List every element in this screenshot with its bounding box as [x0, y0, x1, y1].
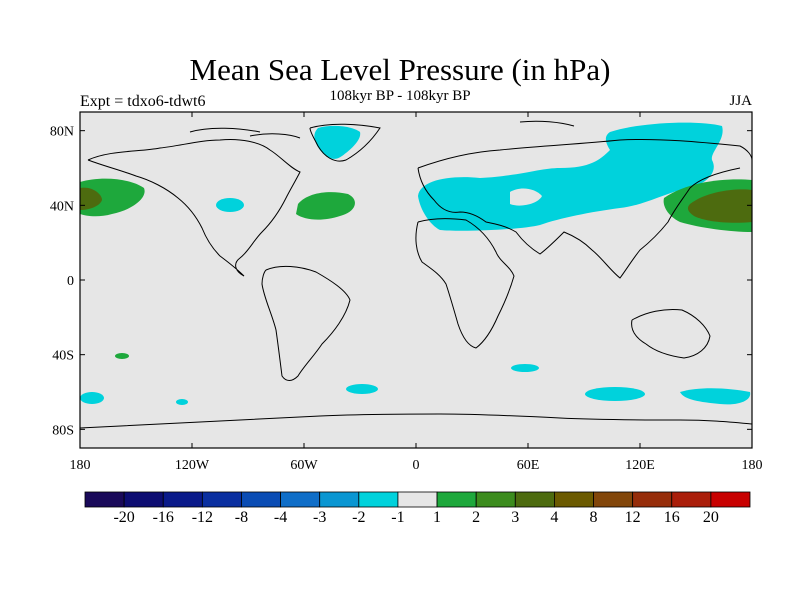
colorbar-label: 20: [703, 509, 719, 526]
lon-tick-label: 0: [413, 458, 420, 473]
green-west-pacific-region: [80, 178, 145, 217]
cyan-north-america-blob: [216, 198, 244, 212]
cyan-south-atlantic-blob: [346, 384, 378, 394]
coast-australia: [631, 309, 711, 359]
cyan-south-indian-blob-1: [511, 364, 539, 372]
colorbar-swatch: [514, 491, 555, 508]
colorbar-swatch: [123, 491, 164, 508]
colorbar-label: -16: [153, 509, 174, 526]
colorbar-swatch: [358, 491, 399, 508]
lat-tick-label: 40N: [50, 199, 74, 214]
colorbar-swatch: [241, 491, 281, 508]
colorbar-swatch: [632, 491, 673, 508]
lon-tick-label: 60E: [517, 458, 540, 473]
colorbar-label: 1: [433, 509, 441, 526]
season-label: JJA: [729, 93, 752, 109]
experiment-label: Expt = tdxo6-tdwt6: [80, 93, 206, 110]
longitude-axis: 180 120W 60W 0 60E 120E 180: [70, 112, 763, 473]
colorbar-swatch: [554, 491, 594, 508]
colorbar-label: 12: [625, 509, 641, 526]
chart-subtitle: 108kyr BP - 108kyr BP: [329, 88, 471, 104]
green-atlantic-region: [296, 192, 355, 220]
colorbar-swatch: [84, 491, 125, 508]
lat-tick-label: 40S: [52, 349, 74, 364]
cyan-eurasia-hole: [510, 188, 542, 206]
colorbar-label: 8: [590, 509, 598, 526]
darkgreen-east-core: [687, 189, 752, 223]
coast-arctic-islands: [189, 120, 575, 139]
colorbar-swatch: [319, 491, 360, 508]
green-south-pacific-blob: [115, 353, 129, 359]
lon-tick-label: 120W: [175, 458, 210, 473]
darkgreen-west-core: [80, 187, 102, 210]
cyan-south-pacific-blob: [80, 392, 104, 404]
lat-tick-label: 80N: [50, 125, 74, 140]
cyan-eurasia-region: [418, 122, 723, 231]
latitude-axis: 80N 40N 0 40S 80S: [50, 125, 752, 438]
colorbar-label: -4: [274, 509, 287, 526]
colorbar-label: 2: [472, 509, 480, 526]
cyan-south-pacific-east-blob: [680, 388, 751, 405]
coastlines: [79, 120, 753, 429]
colorbar-label: -3: [313, 509, 326, 526]
colorbar-swatch: [710, 491, 751, 508]
colorbar-label: -12: [192, 509, 213, 526]
cyan-small-blob: [176, 399, 188, 405]
colorbar-swatch: [475, 491, 516, 508]
coast-africa: [415, 218, 515, 349]
coast-greenland: [309, 123, 381, 162]
lon-tick-label: 120E: [625, 458, 655, 473]
cyan-greenland-region: [314, 125, 361, 159]
colorbar-swatch: [397, 491, 438, 508]
colorbar-label: -20: [113, 509, 134, 526]
lon-tick-label: 180: [742, 458, 763, 473]
coast-south-america: [261, 265, 351, 381]
colorbar-swatch: [671, 491, 712, 508]
coast-north-america: [87, 139, 301, 277]
colorbar-label: -1: [391, 509, 404, 526]
colorbar-swatch: [162, 491, 203, 508]
colorbar-label: -8: [235, 509, 248, 526]
anomaly-regions: [80, 122, 752, 405]
colorbar-swatch: [201, 491, 242, 508]
coast-eurasia: [417, 138, 753, 279]
colorbar-label: -2: [352, 509, 365, 526]
chart-title: Mean Sea Level Pressure (in hPa): [189, 52, 611, 87]
colorbar-swatch: [593, 491, 634, 508]
colorbar-label: 3: [511, 509, 519, 526]
coast-antarctica: [79, 413, 753, 429]
colorbar-label: 16: [664, 509, 680, 526]
lon-tick-label: 180: [70, 458, 91, 473]
lat-tick-label: 0: [67, 274, 74, 289]
colorbar-label: 4: [550, 509, 558, 526]
colorbar-swatch: [280, 491, 321, 508]
lon-tick-label: 60W: [290, 458, 318, 473]
cyan-south-indian-blob-2: [585, 387, 645, 401]
colorbar: -20 -16 -12 -8 -4 -3 -2 -1 1 2 3 4 8 12 16 20: [84, 491, 751, 526]
lat-tick-label: 80S: [52, 423, 74, 438]
colorbar-swatch: [436, 491, 477, 508]
